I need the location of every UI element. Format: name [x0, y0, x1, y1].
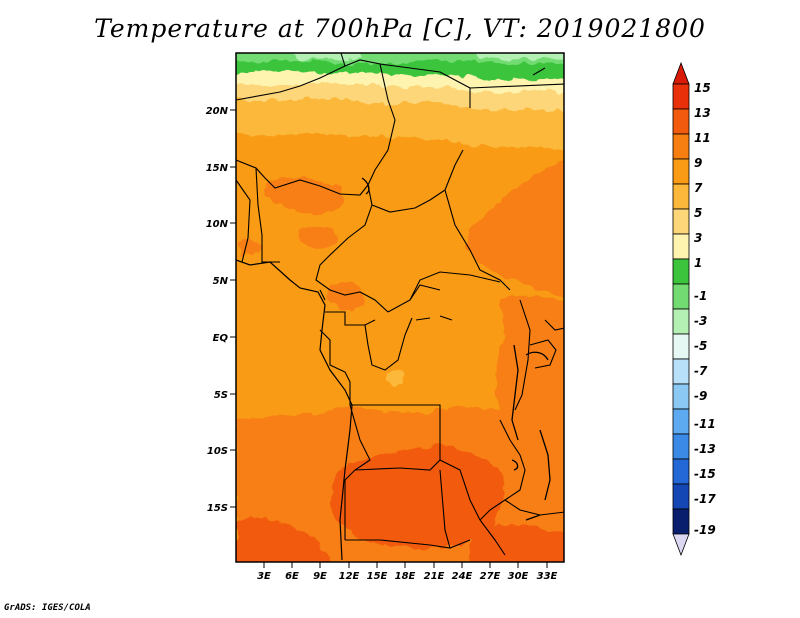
- map-border: [235, 52, 565, 563]
- lon-label: 30E: [508, 571, 529, 582]
- colorbar-swatch: [672, 183, 690, 210]
- colorbar-swatch: [672, 383, 690, 410]
- colorbar-swatch: [672, 233, 690, 260]
- colorbar-swatch: [672, 358, 690, 385]
- lat-label: 15S: [207, 503, 228, 514]
- lon-label: 15E: [367, 571, 388, 582]
- map-title: Temperature at 700hPa [C], VT: 201902180…: [94, 14, 706, 43]
- colorbar-top-arrow: [672, 61, 690, 85]
- colorbar-swatch: [672, 308, 690, 335]
- colorbar-swatch: [672, 433, 690, 460]
- colorbar-swatch: [672, 508, 690, 535]
- colorbar-label: -5: [694, 339, 707, 353]
- colorbar-label: 5: [694, 206, 702, 220]
- temperature-field: [236, 53, 564, 562]
- colorbar-swatch: [672, 133, 690, 160]
- lat-label: 5N: [213, 276, 229, 287]
- colorbar-label: -15: [694, 467, 716, 481]
- colorbar-label: 11: [694, 131, 711, 145]
- lon-label: 6E: [285, 571, 299, 582]
- colorbar-label: -7: [694, 364, 708, 378]
- colorbar-swatch: [672, 158, 690, 185]
- lat-label: 10S: [207, 446, 228, 457]
- lon-label: 27E: [480, 571, 501, 582]
- colorbar-label: -1: [694, 289, 707, 303]
- colorbar-swatch: [672, 458, 690, 485]
- colorbar-label: 7: [694, 181, 703, 195]
- colorbar-swatch: [672, 408, 690, 435]
- colorbar-swatch: [672, 333, 690, 360]
- colorbar-label: -9: [694, 389, 707, 403]
- lon-label: 3E: [257, 571, 271, 582]
- lon-label: 33E: [537, 571, 558, 582]
- lon-label: 21E: [424, 571, 445, 582]
- lakes: [361, 177, 551, 521]
- colorbar-swatch: [672, 258, 690, 285]
- colorbar-label: 9: [694, 156, 702, 170]
- grads-credit: GrADS: IGES/COLA: [4, 603, 91, 613]
- lat-label: 20N: [206, 106, 229, 117]
- colorbar-swatch: [672, 108, 690, 135]
- colorbar-swatch: [672, 483, 690, 510]
- lat-label: EQ: [213, 333, 229, 344]
- colorbar-swatch: [672, 283, 690, 310]
- colorbar-label: 3: [694, 231, 702, 245]
- colorbar-swatch: [672, 208, 690, 235]
- colorbar-label: 13: [694, 106, 711, 120]
- colorbar-label: -11: [694, 417, 716, 431]
- colorbar-swatch: [672, 83, 690, 110]
- colorbar-label: -3: [694, 314, 707, 328]
- coastline: [236, 259, 353, 561]
- colorbar-label: -13: [694, 442, 716, 456]
- colorbar-labels: 15 13 11 9 7 5 3 1 -1 -3 -5 -7 -9 -11 -1…: [694, 81, 716, 537]
- colorbar-label: -19: [694, 523, 716, 537]
- lon-label: 12E: [339, 571, 360, 582]
- latitude-axis: 20N 15N 10N 5N EQ 5S 10S 15S: [206, 106, 236, 514]
- longitude-axis: 3E 6E 9E 12E 15E 18E 21E 24E 27E 30E 33E: [257, 562, 558, 582]
- lat-label: 5S: [214, 390, 228, 401]
- colorbar: [672, 61, 690, 557]
- colorbar-label: 1: [694, 256, 702, 270]
- lat-label: 15N: [206, 163, 229, 174]
- colorbar-label: 15: [694, 81, 711, 95]
- lat-label: 10N: [206, 219, 229, 230]
- lon-label: 9E: [313, 571, 327, 582]
- colorbar-label: -17: [694, 492, 716, 506]
- colorbar-bottom-arrow: [672, 533, 690, 557]
- lon-label: 24E: [452, 571, 473, 582]
- lon-label: 18E: [395, 571, 416, 582]
